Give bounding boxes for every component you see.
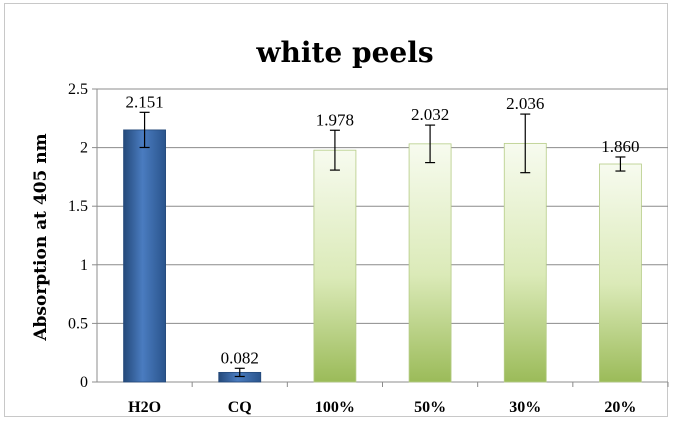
bar xyxy=(503,142,547,383)
data-label: 1.860 xyxy=(601,137,639,156)
data-label: 0.082 xyxy=(221,348,259,367)
chart-title: white peels xyxy=(255,36,433,69)
y-tick-label: 0 xyxy=(80,374,88,391)
y-tick-label: 2 xyxy=(80,140,88,157)
y-tick-label: 1.5 xyxy=(68,198,88,215)
y-axis-label: Absorption at 405 nm xyxy=(31,133,51,341)
bar xyxy=(123,129,166,383)
data-label: 2.036 xyxy=(506,94,544,113)
x-tick-label: 30% xyxy=(509,399,541,416)
x-tick-label: H2O xyxy=(128,399,161,416)
x-tick-label: CQ xyxy=(228,399,252,416)
y-tick-label: 2.5 xyxy=(68,81,88,98)
x-tick-label: 50% xyxy=(414,399,446,416)
data-label: 2.032 xyxy=(411,105,449,124)
y-tick-label: 1 xyxy=(80,257,88,274)
data-label: 2.151 xyxy=(125,92,163,111)
grid-layer xyxy=(92,88,669,387)
data-label: 1.978 xyxy=(316,110,354,129)
x-tick-label: 20% xyxy=(604,399,636,416)
y-tick-label: 0.5 xyxy=(68,315,88,332)
bar xyxy=(313,149,357,383)
bar xyxy=(599,163,642,383)
bar-layer xyxy=(123,111,642,383)
x-tick-label: 100% xyxy=(315,399,355,416)
text-layer: white peels Absorption at 405 nm 0 0.5 1 1.… xyxy=(31,36,640,416)
bar xyxy=(408,143,452,383)
